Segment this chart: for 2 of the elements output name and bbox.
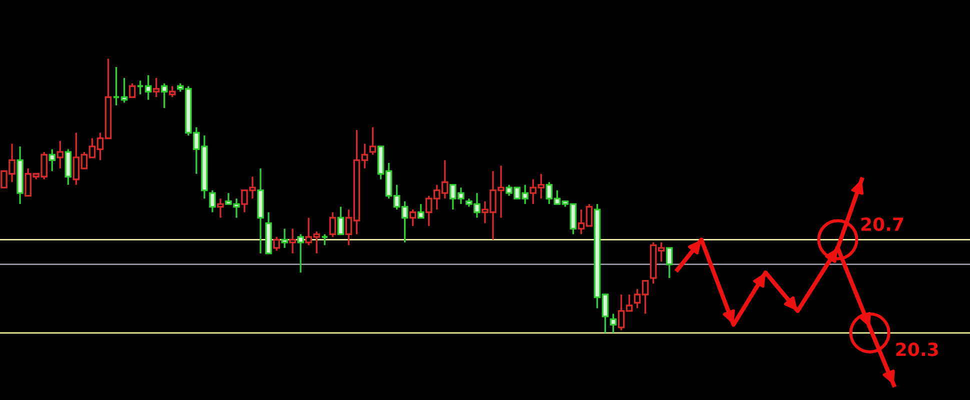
text: 20.3	[896, 342, 938, 356]
annotation: 20.7	[861, 217, 904, 232]
